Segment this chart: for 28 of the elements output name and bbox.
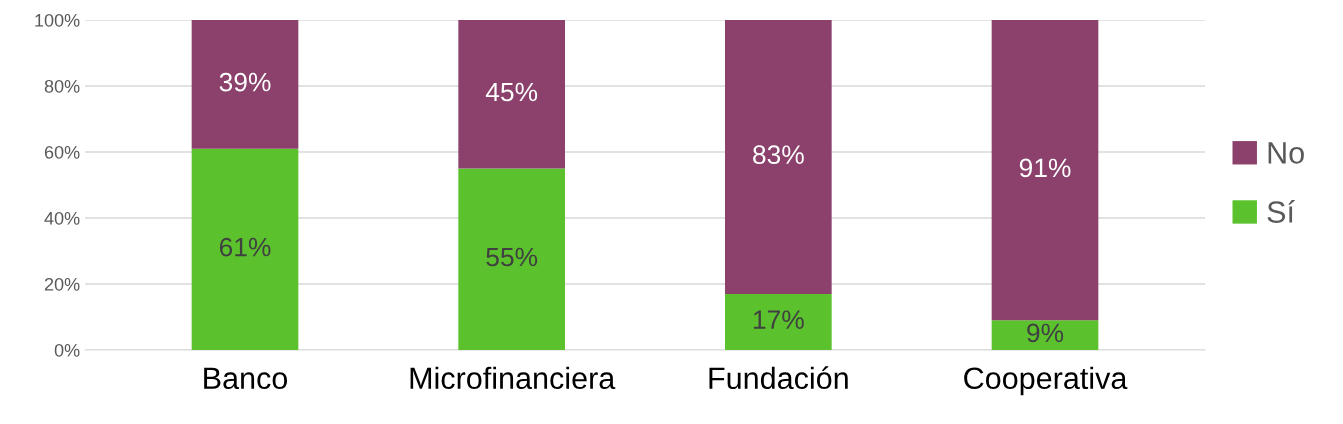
y-tick-label: 0% [54, 343, 80, 357]
data-label: 83% [753, 145, 804, 165]
legend-label: No [1268, 142, 1304, 164]
data-label: 9% [1027, 323, 1064, 343]
y-tick-label: 80% [44, 79, 80, 93]
y-tick-label: 40% [44, 211, 80, 225]
bar [725, 20, 832, 294]
data-label: 55% [486, 247, 538, 267]
data-label: 91% [1019, 158, 1071, 178]
bar [458, 168, 565, 350]
x-tick-label: Fundación [709, 366, 848, 390]
bar [191, 148, 299, 350]
bar [191, 20, 299, 149]
data-label: 39% [219, 72, 271, 92]
y-tick-label: 20% [44, 277, 80, 291]
bar [458, 20, 565, 169]
data-label: 61% [219, 237, 271, 257]
x-tick-label: Microfinanciera [410, 366, 616, 390]
data-label: 17% [753, 310, 804, 329]
legend-label: Sí [1267, 200, 1295, 223]
bar [991, 320, 1099, 350]
x-tick-label: Banco [204, 367, 288, 390]
bar [991, 20, 1099, 321]
y-tick-label: 60% [44, 145, 80, 159]
x-tick-label: Cooperativa [964, 366, 1128, 396]
bar [725, 293, 832, 350]
y-tick-label: 100% [35, 13, 80, 27]
data-label: 45% [485, 82, 538, 102]
